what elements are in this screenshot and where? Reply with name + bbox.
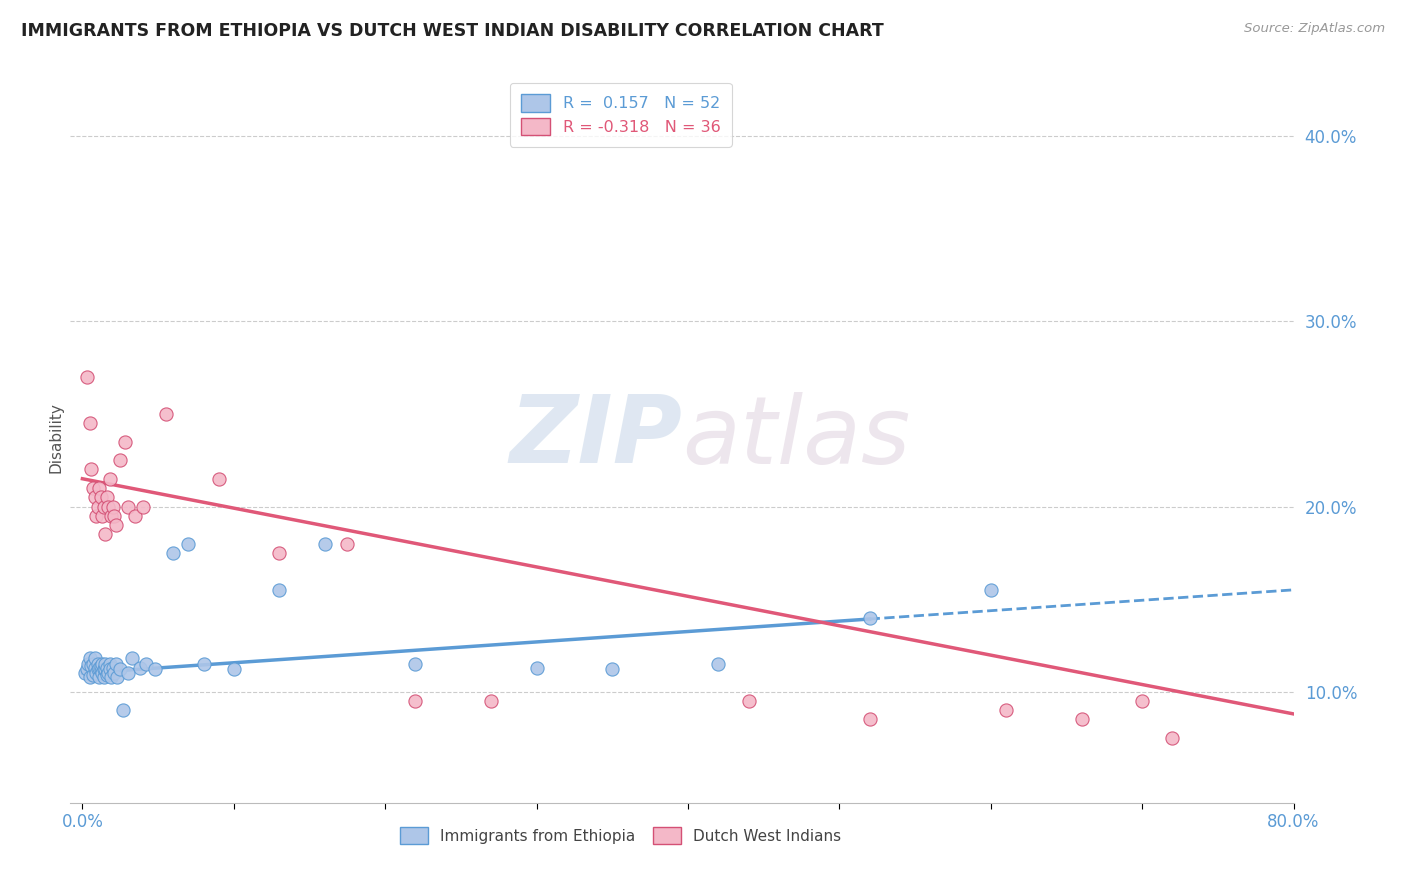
Point [77,657,100,671]
Point [600,663,623,677]
Point [336,536,359,550]
Point [143,663,166,677]
Point [93,670,115,684]
Point [80,462,103,476]
Point [117,500,139,514]
Point [86,663,108,677]
Point [269,546,291,560]
Text: ZIP: ZIP [509,391,682,483]
Point [100,508,122,523]
Point [1130,694,1153,708]
Point [94,657,117,671]
Legend: Immigrants from Ethiopia, Dutch West Indians: Immigrants from Ethiopia, Dutch West Ind… [394,822,848,850]
Point [112,703,135,717]
Point [82,481,104,495]
Point [93,500,115,514]
Point [135,657,157,671]
Point [737,694,759,708]
Point [76,663,98,677]
Point [84,508,107,523]
Point [1161,731,1184,745]
Point [100,670,122,684]
Point [104,518,127,533]
Point [98,657,121,671]
Point [124,508,146,523]
Point [96,668,118,682]
Point [1070,713,1092,727]
Point [155,407,177,421]
Point [83,651,105,665]
Point [97,500,120,514]
Point [110,663,132,677]
Point [859,713,882,727]
Point [93,663,115,677]
Point [994,703,1017,717]
Point [79,651,101,665]
Point [104,657,127,671]
Point [76,370,98,384]
Point [79,670,101,684]
Point [101,660,124,674]
Point [97,666,120,681]
Point [91,666,114,681]
Point [87,660,110,674]
Point [83,660,105,674]
Point [110,453,132,467]
Point [91,657,114,671]
Point [82,668,104,682]
Point [526,660,548,674]
Point [94,663,117,677]
Point [132,500,155,514]
Point [90,490,112,504]
Point [162,546,184,560]
Point [859,610,882,624]
Point [75,666,97,681]
Point [404,694,426,708]
Point [80,658,103,673]
Point [117,666,139,681]
Point [177,536,200,550]
Point [114,434,136,449]
Text: atlas: atlas [682,392,910,483]
Point [98,472,121,486]
Point [82,657,104,671]
Point [96,490,118,504]
Point [90,663,112,677]
Point [87,481,110,495]
Y-axis label: Disability: Disability [48,401,63,473]
Text: Source: ZipAtlas.com: Source: ZipAtlas.com [1244,22,1385,36]
Point [91,508,114,523]
Point [208,472,231,486]
Point [129,660,152,674]
Point [84,666,107,681]
Point [121,651,143,665]
Point [86,657,108,671]
Point [269,582,291,597]
Point [222,663,245,677]
Point [980,582,1002,597]
Point [707,657,730,671]
Point [98,663,121,677]
Point [314,536,336,550]
Point [103,508,125,523]
Point [101,500,124,514]
Point [404,657,426,671]
Point [103,666,125,681]
Point [90,658,112,673]
Point [83,490,105,504]
Text: IMMIGRANTS FROM ETHIOPIA VS DUTCH WEST INDIAN DISABILITY CORRELATION CHART: IMMIGRANTS FROM ETHIOPIA VS DUTCH WEST I… [21,22,884,40]
Point [193,657,215,671]
Point [94,527,117,541]
Point [96,660,118,674]
Point [86,500,108,514]
Point [105,670,128,684]
Point [479,694,502,708]
Point [79,416,101,430]
Point [87,670,110,684]
